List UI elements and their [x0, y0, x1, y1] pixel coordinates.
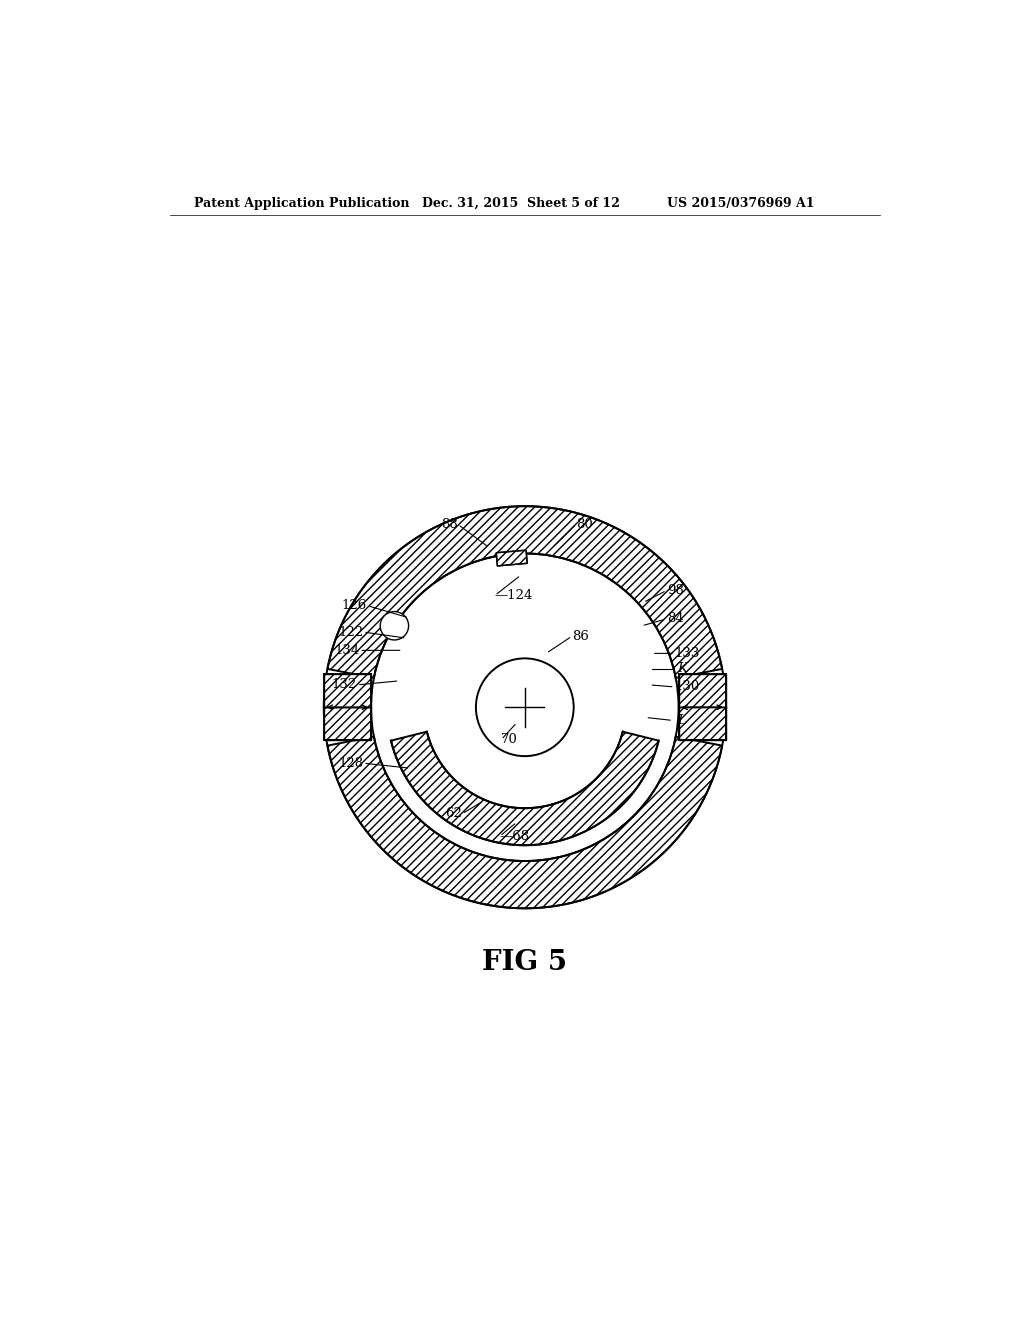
Polygon shape: [324, 675, 371, 741]
Text: 134: 134: [334, 644, 359, 657]
Text: —124: —124: [495, 589, 534, 602]
Circle shape: [380, 611, 409, 640]
Text: 133: 133: [675, 647, 700, 660]
Polygon shape: [328, 506, 722, 678]
Text: Dec. 31, 2015  Sheet 5 of 12: Dec. 31, 2015 Sheet 5 of 12: [422, 197, 621, 210]
Polygon shape: [328, 737, 722, 908]
Text: 70: 70: [501, 734, 518, 746]
Polygon shape: [324, 708, 371, 741]
Polygon shape: [679, 708, 726, 741]
Text: 130: 130: [675, 680, 699, 693]
Polygon shape: [391, 731, 658, 845]
Text: 132: 132: [332, 678, 356, 692]
Polygon shape: [497, 550, 527, 566]
Text: US 2015/0376969 A1: US 2015/0376969 A1: [667, 197, 814, 210]
Text: L: L: [677, 714, 686, 727]
Text: 126: 126: [342, 599, 368, 612]
Text: FIG 5: FIG 5: [482, 949, 567, 975]
Text: 80: 80: [577, 517, 593, 531]
Polygon shape: [679, 675, 726, 708]
Text: 128: 128: [338, 756, 364, 770]
Text: K: K: [677, 663, 687, 675]
Text: 84: 84: [667, 612, 683, 626]
Circle shape: [324, 506, 726, 908]
Polygon shape: [324, 675, 371, 708]
Polygon shape: [679, 675, 726, 741]
Text: —68: —68: [500, 830, 529, 843]
Text: 88: 88: [441, 517, 458, 531]
Text: 122: 122: [338, 626, 364, 639]
Text: 98: 98: [667, 583, 684, 597]
Circle shape: [476, 659, 573, 756]
Text: Patent Application Publication: Patent Application Publication: [194, 197, 410, 210]
Text: 86: 86: [572, 630, 589, 643]
Text: 62: 62: [444, 808, 462, 821]
